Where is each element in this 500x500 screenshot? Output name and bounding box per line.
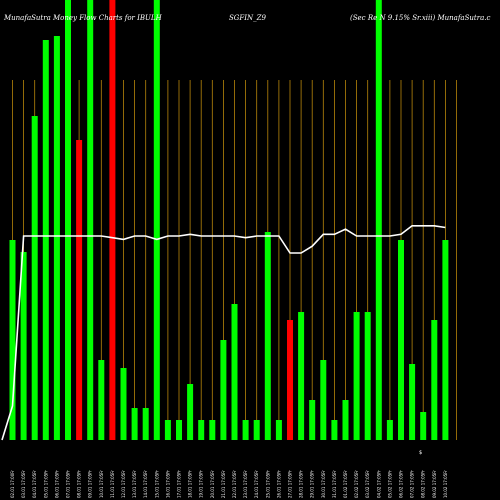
bar-35	[386, 420, 393, 440]
x-tick-label: 16.01 17:05Fr	[165, 470, 170, 498]
bar-26	[287, 320, 293, 440]
bar-4	[42, 40, 49, 440]
bar-30	[331, 420, 338, 440]
x-tick-label: 02.01 17:00Fr	[10, 470, 15, 498]
x-tick-label: 10.02 17:05Fr	[443, 470, 448, 498]
bar-31	[342, 400, 349, 440]
bar-5	[53, 36, 60, 440]
x-tick-label: 21.01 17:05Fr	[221, 470, 226, 498]
bar-28	[309, 400, 316, 440]
x-tick-label: 15.01 17:05Fr	[154, 470, 159, 498]
x-tick-label: 08.01 17:05Fr	[77, 470, 82, 498]
x-tick-label: 30.01 17:05Fr	[321, 470, 326, 498]
bar-38	[420, 412, 427, 440]
bar-24	[264, 232, 271, 440]
x-tick-label: 26.01 17:05Fr	[276, 470, 281, 498]
x-tick-label: 10.01 17:05Fr	[99, 470, 104, 498]
x-tick-label: 19.01 17:05Fr	[199, 470, 204, 498]
bar-13	[142, 408, 149, 440]
bar-17	[187, 384, 194, 440]
bar-10	[109, 0, 116, 440]
bar-8	[87, 0, 94, 440]
bar-27	[298, 312, 305, 440]
x-tick-label: 22.01 17:05Fr	[232, 470, 237, 498]
bar-40	[442, 240, 449, 440]
x-tick-label: 11.01 17:05Fr	[110, 470, 115, 498]
bar-19	[209, 420, 216, 440]
x-tick-label: 05.01 17:05Fr	[43, 470, 48, 498]
x-tick-labels: 02.01 17:00Fr 03.01 17:05Fr 04.01 17:05Fr 0…	[10, 470, 448, 498]
bar-25	[275, 420, 282, 440]
bars-group	[9, 0, 449, 440]
bar-23	[253, 420, 260, 440]
bar-20	[220, 340, 227, 440]
bar-37	[409, 364, 416, 440]
x-tick-label: 29.01 17:05Fr	[310, 470, 315, 498]
x-tick-label: 09.01 17:05Fr	[88, 470, 93, 498]
bar-14	[153, 0, 160, 440]
bar-34	[375, 0, 382, 440]
x-tick-label: 02.02 17:05Fr	[354, 470, 359, 498]
bar-11	[120, 368, 127, 440]
bar-32	[353, 312, 360, 440]
header-center-title: SGFIN_Z9	[229, 14, 266, 22]
price-line	[1, 225, 446, 441]
bar-29	[320, 360, 327, 440]
x-tick-label: 03.02 17:05Fr	[365, 470, 370, 498]
bottom-mark: $	[419, 450, 422, 456]
bar-39	[431, 320, 438, 440]
bar-9	[98, 360, 105, 440]
x-tick-label: 24.01 17:05Fr	[254, 470, 259, 498]
x-tick-label: 07.02 17:05Fr	[410, 470, 415, 498]
bar-1	[9, 240, 16, 440]
x-tick-label: 28.01 17:05Fr	[299, 470, 304, 498]
x-tick-label: 08.02 17:05Fr	[421, 470, 426, 498]
x-tick-label: 05.02 17:05Fr	[387, 470, 392, 498]
bar-2	[20, 252, 27, 440]
x-tick-label: 17.01 17:05Fr	[177, 470, 182, 498]
x-tick-label: 25.01 17:05Fr	[265, 470, 270, 498]
x-tick-label: 12.01 17:05Fr	[121, 470, 126, 498]
x-tick-label: 27.01 17:05Fr	[288, 470, 293, 498]
x-tick-label: 20.01 17:05Fr	[210, 470, 215, 498]
bar-3	[31, 116, 38, 440]
x-tick-label: 09.02 17:05Fr	[432, 470, 437, 498]
bar-6	[65, 0, 71, 440]
x-tick-label: 13.01 17:05Fr	[132, 470, 137, 498]
bar-22	[242, 420, 249, 440]
x-tick-label: 14.01 17:05Fr	[143, 470, 148, 498]
x-tick-label: 23.01 17:05Fr	[243, 470, 248, 498]
bar-18	[198, 420, 205, 440]
x-tick-label: 07.01 17:05Fr	[66, 470, 71, 498]
x-tick-label: 04.01 17:05Fr	[32, 470, 37, 498]
x-tick-label: 04.02 17:05Fr	[376, 470, 381, 498]
bar-7	[76, 140, 83, 440]
bar-12	[131, 408, 138, 440]
x-tick-label: 06.01 17:05Fr	[54, 470, 59, 498]
bar-16	[176, 420, 182, 440]
bar-21	[231, 304, 238, 440]
x-tick-label: 06.02 17:05Fr	[399, 470, 404, 498]
bar-15	[164, 420, 171, 440]
x-tick-label: 01.02 17:05Fr	[343, 470, 348, 498]
x-tick-label: 31.01 17:05Fr	[332, 470, 337, 498]
header-right-title: (Sec Re N 9.15% Sr.xiii) MunafaSutra.c	[350, 14, 490, 22]
bar-36	[398, 240, 404, 440]
bar-33	[364, 312, 371, 440]
x-tick-label: 18.01 17:05Fr	[188, 470, 193, 498]
x-tick-label: 03.01 17:05Fr	[21, 470, 26, 498]
header-left-title: MunafaSutra Money Flow Charts for IBULH	[3, 14, 163, 22]
